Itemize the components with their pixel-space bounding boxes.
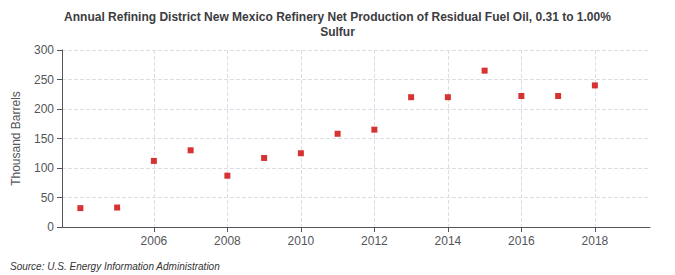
svg-text:2006: 2006 [141,234,168,248]
svg-text:200: 200 [34,102,54,116]
svg-text:2016: 2016 [508,234,535,248]
svg-text:2010: 2010 [288,234,315,248]
svg-text:100: 100 [34,161,54,175]
svg-text:Thousand Barrels: Thousand Barrels [9,91,23,186]
svg-text:250: 250 [34,73,54,87]
svg-text:Source: U.S. Energy Informatio: Source: U.S. Energy Information Administ… [10,261,220,272]
svg-text:2008: 2008 [214,234,241,248]
svg-text:2018: 2018 [582,234,609,248]
svg-text:Sulfur: Sulfur [320,25,355,39]
svg-text:2012: 2012 [361,234,388,248]
svg-text:150: 150 [34,132,54,146]
svg-text:0: 0 [47,220,54,234]
svg-text:2014: 2014 [435,234,462,248]
svg-text:300: 300 [34,43,54,57]
svg-text:50: 50 [41,191,55,205]
svg-text:Annual Refining District New M: Annual Refining District New Mexico Refi… [64,10,611,24]
